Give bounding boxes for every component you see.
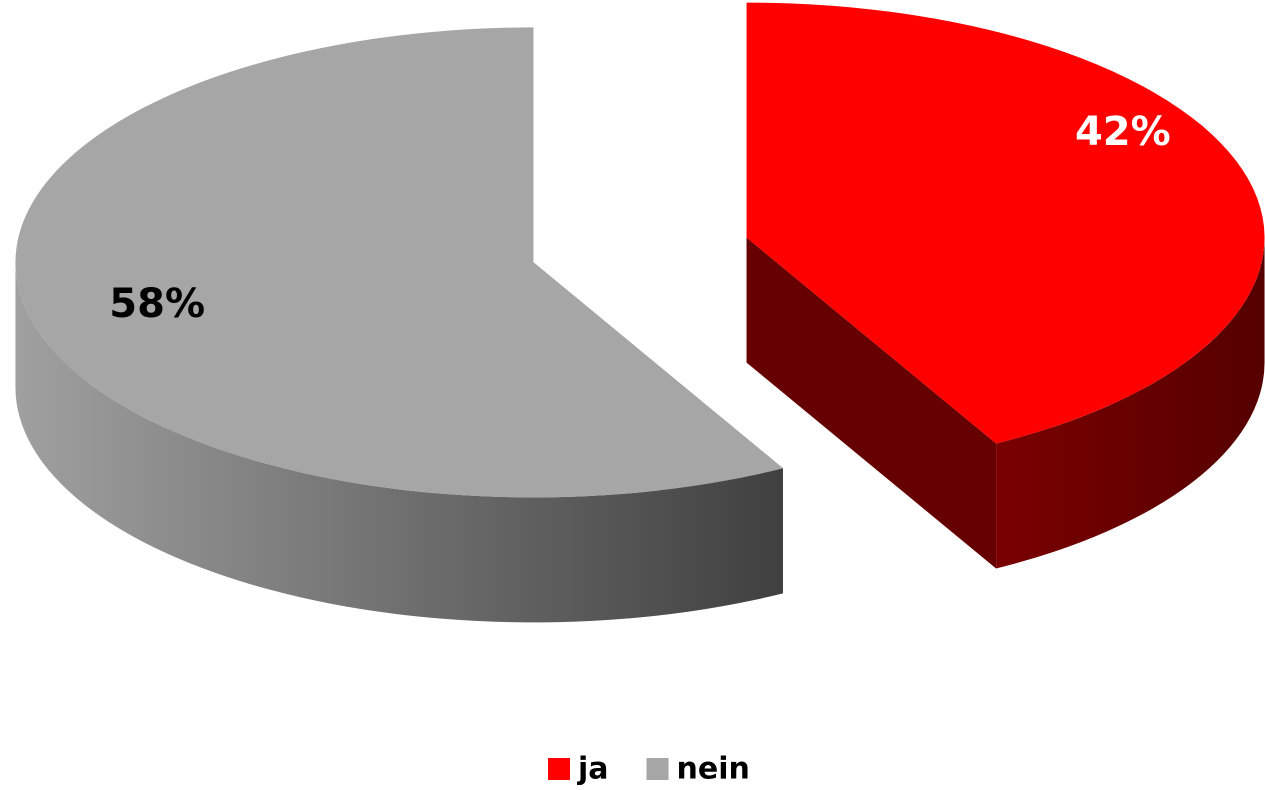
data-label: 58% [109, 281, 205, 327]
legend-swatch [646, 758, 669, 780]
legend-label: nein [677, 752, 750, 787]
slice-side [996, 237, 1265, 569]
legend-label: ja [577, 752, 609, 787]
slice-wall [746, 237, 997, 569]
slice-side [15, 262, 784, 623]
data-label: 42% [1075, 109, 1171, 155]
slice-top [15, 27, 784, 498]
legend-swatch [548, 758, 570, 780]
slice-top [746, 2, 1265, 444]
